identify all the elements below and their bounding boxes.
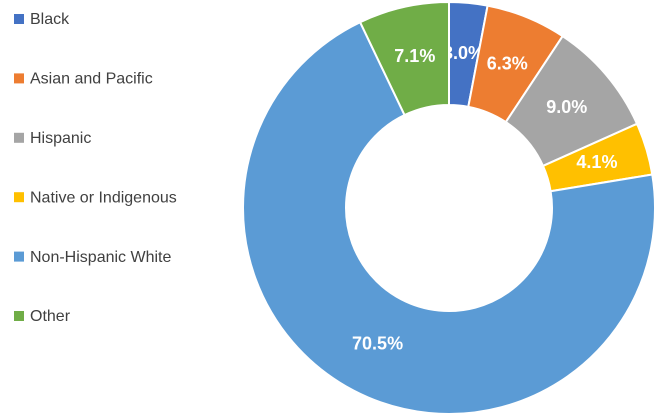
data-label: 6.3% <box>487 54 528 74</box>
data-label: 7.1% <box>394 46 435 66</box>
legend-swatch <box>14 14 24 24</box>
legend-label: Asian and Pacific <box>30 71 153 88</box>
donut-slice <box>358 0 450 117</box>
legend-swatch <box>14 192 24 203</box>
data-label: 9.0% <box>546 97 587 117</box>
legend-label: Other <box>30 308 71 325</box>
legend-swatch <box>14 73 24 84</box>
legend-label: Native or Indigenous <box>30 189 177 206</box>
donut-slice <box>242 20 656 415</box>
data-label: 3.0% <box>443 43 484 63</box>
legend-label: Black <box>30 11 70 28</box>
legend-label: Hispanic <box>30 130 91 147</box>
legend-swatch <box>14 251 24 262</box>
data-label: 4.1% <box>576 152 617 172</box>
legend-swatch <box>14 311 24 321</box>
legend-label: Non-Hispanic White <box>30 249 171 266</box>
data-label: 70.5% <box>352 334 403 354</box>
legend-swatch <box>14 132 24 143</box>
